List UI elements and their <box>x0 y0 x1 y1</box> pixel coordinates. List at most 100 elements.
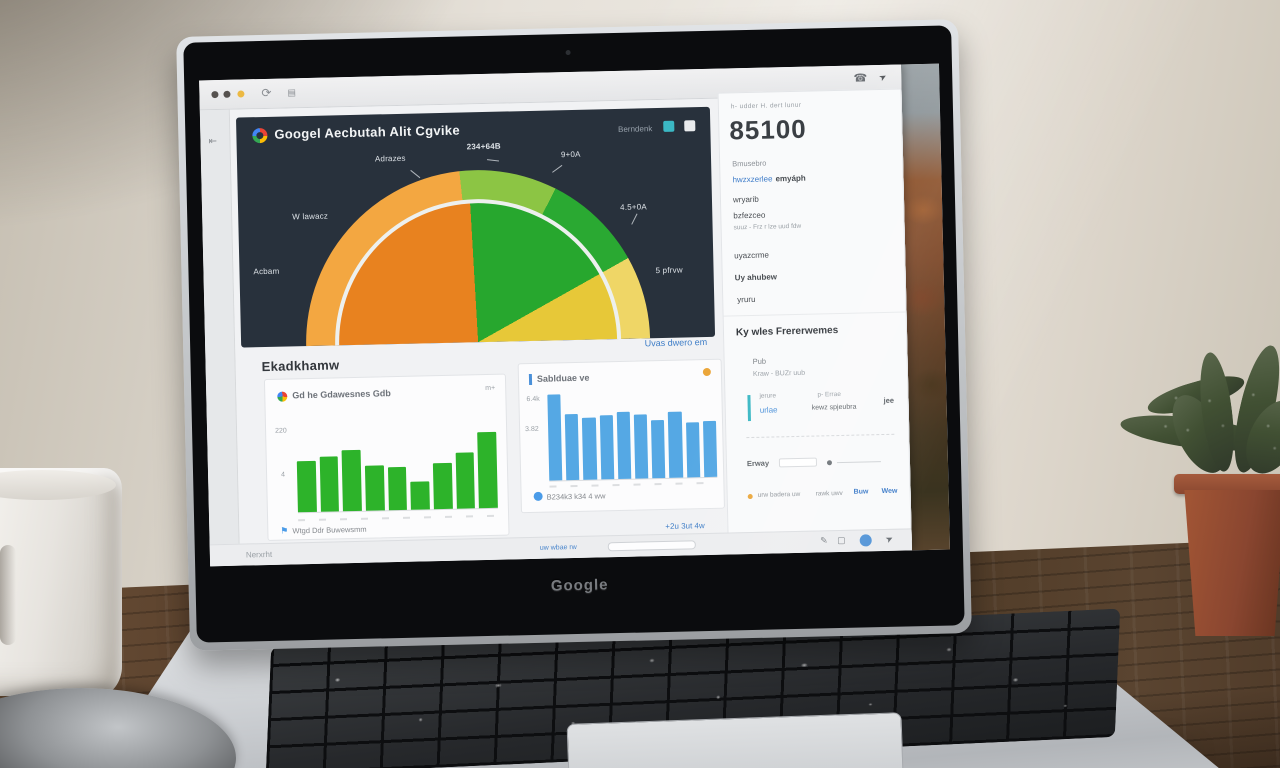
bar <box>702 420 718 478</box>
bar <box>387 467 408 511</box>
window-dot-3[interactable] <box>237 90 245 98</box>
dashed-divider <box>746 433 895 439</box>
apps-grid-icon[interactable]: ▤ <box>287 87 297 98</box>
screen-bezel: ⟳ ▤ ☎ ➤ ⇤ <box>183 25 965 643</box>
blue-circle-button[interactable] <box>859 534 872 547</box>
bar <box>582 417 597 480</box>
collapse-icon[interactable]: ⇤ <box>208 136 218 148</box>
card-b-title: Sablduae ve <box>536 372 590 384</box>
webcam-dot <box>565 50 571 56</box>
value-line <box>836 461 881 464</box>
teal-accent-bar <box>747 395 751 422</box>
dashboard-title: Googel Aecbutah Alit Cgvike <box>274 122 461 142</box>
orange-bullet-dot <box>747 493 753 500</box>
panel2-subtext: Kraw - BUZr uub <box>752 369 806 378</box>
mug-handle-shadow <box>0 545 16 645</box>
cursor-icon: ➤ <box>884 532 896 546</box>
kpi-number: 85100 <box>729 113 808 146</box>
card-a-badge: m+ <box>485 384 496 393</box>
x-axis-labels <box>298 514 499 522</box>
card-b-accent-bar <box>528 373 533 386</box>
phone-icon[interactable]: ☎ <box>853 72 868 85</box>
panel2-footer-text: rawk uwv <box>815 489 843 498</box>
bar <box>296 460 317 513</box>
y-axis-tick: 3.82 <box>525 425 539 434</box>
bar <box>432 462 453 510</box>
card-b-caption: B234k3 k34 4 ww <box>533 490 606 502</box>
plant-pot <box>1184 490 1280 636</box>
bullet-dot <box>826 460 833 466</box>
y-axis-tick: 220 <box>275 427 287 435</box>
panel-divider <box>723 311 906 317</box>
panel-list-item[interactable]: yruru <box>737 294 756 305</box>
footer-note: Nerxrht <box>245 549 273 560</box>
flag-icon: ⚑ <box>280 525 289 536</box>
bar <box>364 465 385 511</box>
mini-table-col-header: jerure <box>759 392 777 400</box>
cursor-icon: ➤ <box>877 70 889 84</box>
panel-header-text: h- udder H. dert lunur <box>730 101 802 111</box>
bar <box>565 414 580 481</box>
x-axis-labels <box>549 481 718 488</box>
panel-list-item[interactable]: wryarib <box>732 194 759 205</box>
square-icon[interactable]: ▢ <box>837 534 846 546</box>
half-donut-gauge <box>294 160 658 347</box>
panel-list-item[interactable]: Uy ahubew <box>734 272 778 283</box>
mini-table-link-value[interactable]: urlae <box>759 405 778 415</box>
bar <box>616 411 632 480</box>
window-dot-2[interactable] <box>223 90 231 98</box>
teal-square-button[interactable] <box>663 120 675 132</box>
bar <box>455 452 476 509</box>
bar <box>410 481 430 510</box>
sessions-chart-card: Gd he Gdawesnes Gdb m+ 220 4 ⚑ Wtgd Ddr B… <box>263 373 510 542</box>
panel2-footer-link[interactable]: Wew <box>881 487 898 496</box>
dashboard-main: Googel Aecbutah Alit Cgvike Berndenk Acb… <box>229 88 912 545</box>
browser-window: ⟳ ▤ ☎ ➤ ⇤ <box>199 64 912 567</box>
gauge-label: 9+0A <box>560 149 581 160</box>
bar <box>341 449 362 512</box>
gauge-label: 4.5+0A <box>620 202 647 212</box>
footer-link[interactable]: uw wbae rw <box>539 543 577 552</box>
pageviews-chart-card: Sablduae ve 6.4k 3.82 B234k3 k34 4 ww <box>517 358 725 514</box>
section-title: Ekadkhamw <box>261 357 340 375</box>
footer-search-input[interactable] <box>607 540 696 552</box>
gauge-label: 234+64B <box>466 141 501 152</box>
gauge-label: W lawacz <box>292 211 329 222</box>
field-label: Erway <box>746 458 770 469</box>
summary-side-panel: h- udder H. dert lunur 85100 Bmusebro hw… <box>717 88 912 545</box>
window-dot-1[interactable] <box>211 91 219 99</box>
mini-table-value: kewz spjeubra <box>811 403 857 412</box>
y-axis-tick: 6.4k <box>526 395 540 404</box>
coffee-mug <box>0 468 122 696</box>
card-a-caption: ⚑ Wtgd Ddr Buwewsmm <box>280 524 367 536</box>
panel2-footer-link[interactable]: Buw <box>853 488 869 496</box>
google-logo-icon-small <box>277 391 288 402</box>
panel-list-item[interactable]: uyazcrme <box>734 250 770 261</box>
bar <box>651 419 666 479</box>
panel-list-item[interactable]: bzfezceo <box>733 210 766 221</box>
header-badge: Berndenk <box>617 124 653 134</box>
panel-list-subtext: suuz - Frz r lze uud fdw <box>733 222 802 232</box>
bars-a <box>295 414 498 514</box>
analytics-gauge-card: Googel Aecbutah Alit Cgvike Berndenk Acb… <box>235 106 716 348</box>
gauge-label: Adrazes <box>374 153 406 164</box>
field-input[interactable] <box>778 457 818 468</box>
card-b-more-link[interactable]: +2u 3ut 4w <box>665 521 705 531</box>
panel-link[interactable]: hwzxzerlee emyáph <box>732 173 806 185</box>
reload-icon[interactable]: ⟳ <box>261 85 272 101</box>
blue-dot-icon <box>533 491 543 501</box>
bar <box>668 412 683 478</box>
view-dashboard-link[interactable]: Uvas dwero em <box>644 336 708 349</box>
gauge-tick <box>486 159 500 162</box>
bar <box>477 431 498 509</box>
panel2-footer-text: urw badera uw <box>757 490 801 499</box>
y-axis-tick: 4 <box>281 471 286 479</box>
pencil-icon[interactable]: ✎ <box>820 535 828 546</box>
white-square-button[interactable] <box>684 120 696 132</box>
mini-table-col-header: p- Errae <box>817 390 841 399</box>
bars-b <box>547 385 718 482</box>
bar <box>685 422 701 478</box>
gauge-label: 5 pfrvw <box>655 265 683 276</box>
bar <box>633 414 649 479</box>
